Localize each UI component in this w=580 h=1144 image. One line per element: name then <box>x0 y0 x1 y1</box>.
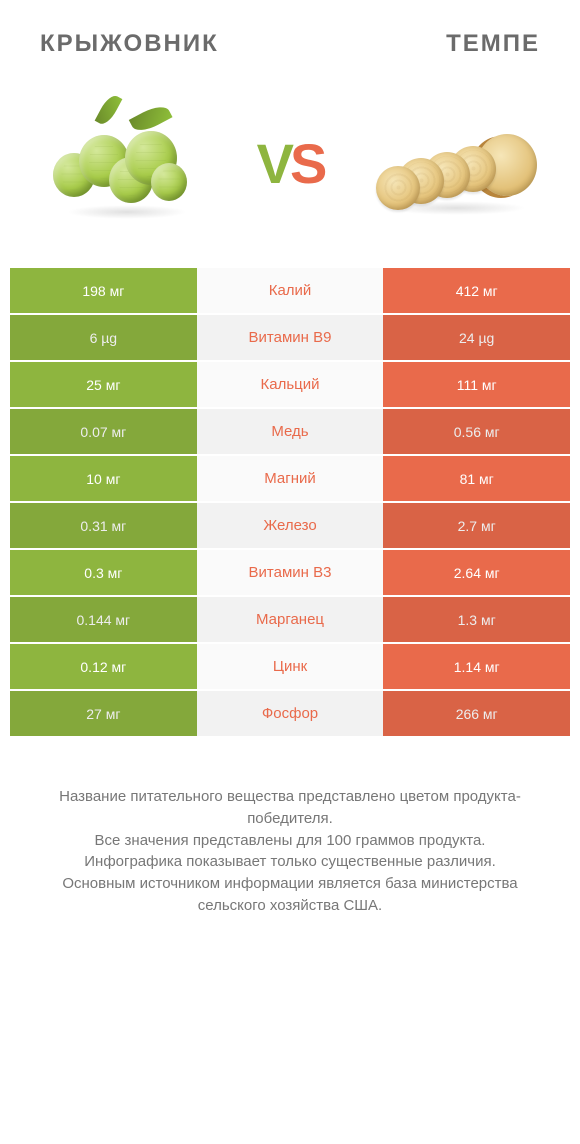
cell-right: 81 мг <box>383 456 570 501</box>
table-row: 6 µgВитамин B924 µg <box>10 315 570 360</box>
cell-right: 2.64 мг <box>383 550 570 595</box>
table-row: 198 мгКалий412 мг <box>10 268 570 313</box>
cell-label: Железо <box>197 503 384 548</box>
cell-left: 0.07 мг <box>10 409 197 454</box>
header-left: КРЫЖОВНИК <box>40 30 219 58</box>
cell-label: Кальций <box>197 362 384 407</box>
cell-label: Фосфор <box>197 691 384 736</box>
gooseberry-image <box>42 108 202 218</box>
cell-left: 6 µg <box>10 315 197 360</box>
table-row: 25 мгКальций111 мг <box>10 362 570 407</box>
cell-right: 1.3 мг <box>383 597 570 642</box>
vs-label: VS <box>257 131 324 196</box>
cell-left: 0.12 мг <box>10 644 197 689</box>
cell-label: Медь <box>197 409 384 454</box>
footer-line: Название питательного вещества представл… <box>28 786 552 830</box>
footer-line: Инфографика показывает только существенн… <box>28 851 552 873</box>
table-row: 27 мгФосфор266 мг <box>10 691 570 736</box>
cell-left: 198 мг <box>10 268 197 313</box>
cell-right: 266 мг <box>383 691 570 736</box>
table-row: 0.144 мгМарганец1.3 мг <box>10 597 570 642</box>
footer-line: Все значения представлены для 100 граммо… <box>28 830 552 852</box>
table-row: 0.31 мгЖелезо2.7 мг <box>10 503 570 548</box>
cell-left: 25 мг <box>10 362 197 407</box>
cell-label: Марганец <box>197 597 384 642</box>
cell-right: 1.14 мг <box>383 644 570 689</box>
table-row: 0.3 мгВитамин B32.64 мг <box>10 550 570 595</box>
vs-letter-v: V <box>257 131 290 196</box>
cell-left: 27 мг <box>10 691 197 736</box>
footer-line: Основным источником информации является … <box>28 873 552 917</box>
table-row: 0.12 мгЦинк1.14 мг <box>10 644 570 689</box>
header-right: ТЕМПЕ <box>446 30 540 58</box>
cell-left: 0.3 мг <box>10 550 197 595</box>
table-row: 10 мгМагний81 мг <box>10 456 570 501</box>
cell-right: 24 µg <box>383 315 570 360</box>
vs-row: VS <box>10 88 570 268</box>
cell-left: 0.31 мг <box>10 503 197 548</box>
table-row: 0.07 мгМедь0.56 мг <box>10 409 570 454</box>
cell-label: Витамин B3 <box>197 550 384 595</box>
vs-letter-s: S <box>290 131 323 196</box>
nutrient-table: 198 мгКалий412 мг6 µgВитамин B924 µg25 м… <box>10 268 570 736</box>
cell-label: Магний <box>197 456 384 501</box>
cell-left: 0.144 мг <box>10 597 197 642</box>
cell-right: 0.56 мг <box>383 409 570 454</box>
header: КРЫЖОВНИК ТЕМПЕ <box>10 20 570 88</box>
cell-left: 10 мг <box>10 456 197 501</box>
cell-right: 111 мг <box>383 362 570 407</box>
cell-label: Витамин B9 <box>197 315 384 360</box>
cell-label: Цинк <box>197 644 384 689</box>
footer: Название питательного вещества представл… <box>10 786 570 927</box>
cell-right: 2.7 мг <box>383 503 570 548</box>
cell-right: 412 мг <box>383 268 570 313</box>
tempeh-image <box>378 108 538 218</box>
cell-label: Калий <box>197 268 384 313</box>
